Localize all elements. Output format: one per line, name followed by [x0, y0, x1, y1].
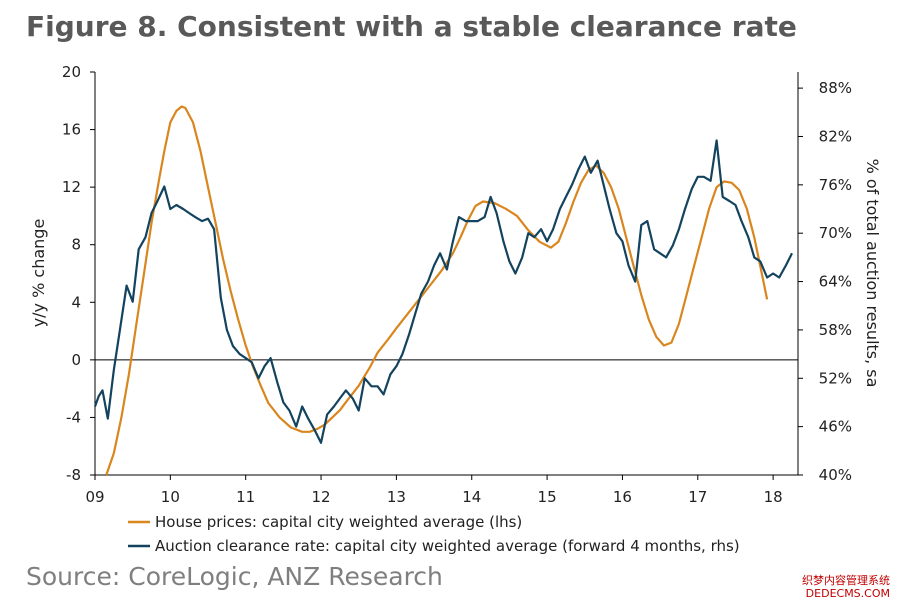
watermark-line-1: 织梦内容管理系统 [802, 574, 890, 587]
right-axis-label: % of total auction results, sa [863, 159, 882, 388]
right-tick-label: 46% [819, 418, 852, 436]
x-tick-label: 12 [311, 488, 330, 506]
left-tick-label: 20 [62, 63, 81, 81]
x-tick-label: 15 [538, 488, 557, 506]
left-tick-label: 16 [62, 121, 81, 139]
watermark-line-2: DEDECMS.COM [805, 587, 890, 600]
right-tick-label: 76% [819, 176, 852, 194]
legend-label-auction: Auction clearance rate: capital city wei… [155, 537, 740, 555]
right-tick-label: 58% [819, 321, 852, 339]
house-prices-line [105, 105, 769, 476]
right-tick-label: 64% [819, 273, 852, 291]
axes [90, 71, 803, 480]
chart-title: Figure 8. Consistent with a stable clear… [26, 10, 797, 43]
x-tick-label: 13 [387, 488, 406, 506]
legend-label-house: House prices: capital city weighted aver… [155, 513, 522, 531]
left-tick-label: -8 [66, 466, 81, 484]
right-tick-label: 40% [819, 466, 852, 484]
x-tick-label: 10 [161, 488, 180, 506]
x-tick-label: 11 [236, 488, 255, 506]
x-tick-label: 14 [462, 488, 481, 506]
right-tick-label: 52% [819, 369, 852, 387]
x-tick-label: 18 [764, 488, 783, 506]
left-tick-label: 8 [71, 236, 81, 254]
watermark: 织梦内容管理系统 DEDECMS.COM [802, 574, 890, 600]
tick-labels: -8 -4 0 4 8 12 16 20 40% 46% 52% 58% 64% 70% 76% 82% 88%… [62, 63, 852, 506]
x-tick-label: 16 [613, 488, 632, 506]
source-note: Source: CoreLogic, ANZ Research [26, 562, 443, 591]
series-lines [93, 105, 793, 476]
right-tick-label: 88% [819, 79, 852, 97]
right-tick-label: 70% [819, 224, 852, 242]
right-tick-label: 82% [819, 127, 852, 145]
x-tick-label: 17 [688, 488, 707, 506]
left-tick-label: 4 [71, 293, 81, 311]
legend: House prices: capital city weighted aver… [128, 513, 740, 555]
left-axis-label: y/y % change [29, 219, 48, 328]
left-tick-label: 0 [71, 351, 81, 369]
left-tick-label: -4 [66, 408, 81, 426]
left-tick-label: 12 [62, 178, 81, 196]
auction-clearance-line [93, 139, 793, 444]
x-tick-label: 09 [85, 488, 104, 506]
